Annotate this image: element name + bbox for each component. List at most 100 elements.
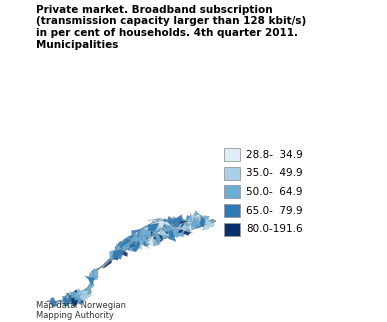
- Polygon shape: [170, 214, 183, 223]
- Polygon shape: [75, 293, 82, 300]
- Polygon shape: [147, 223, 159, 232]
- Polygon shape: [152, 223, 159, 235]
- Text: 35.0-  49.9: 35.0- 49.9: [246, 168, 303, 178]
- Polygon shape: [71, 294, 83, 301]
- Polygon shape: [77, 288, 87, 297]
- Text: 80.0-191.6: 80.0-191.6: [246, 224, 303, 234]
- Polygon shape: [180, 221, 188, 224]
- Polygon shape: [154, 231, 162, 245]
- Polygon shape: [117, 250, 128, 257]
- Polygon shape: [113, 249, 124, 259]
- Polygon shape: [154, 231, 163, 244]
- Polygon shape: [159, 226, 169, 235]
- Polygon shape: [115, 241, 125, 253]
- Text: 50.0-  64.9: 50.0- 64.9: [246, 187, 303, 197]
- Polygon shape: [194, 211, 203, 222]
- Polygon shape: [70, 298, 77, 305]
- Polygon shape: [138, 232, 149, 241]
- Polygon shape: [132, 229, 145, 240]
- Polygon shape: [155, 226, 161, 236]
- Polygon shape: [199, 218, 206, 228]
- Polygon shape: [194, 214, 203, 225]
- Polygon shape: [151, 221, 165, 230]
- Polygon shape: [130, 233, 140, 245]
- Polygon shape: [185, 216, 192, 231]
- Text: 28.8-  34.9: 28.8- 34.9: [246, 149, 303, 160]
- Polygon shape: [147, 220, 159, 228]
- Polygon shape: [170, 216, 181, 224]
- FancyBboxPatch shape: [224, 204, 240, 217]
- Polygon shape: [168, 230, 176, 242]
- Polygon shape: [189, 221, 192, 232]
- Polygon shape: [125, 243, 138, 249]
- Polygon shape: [62, 295, 69, 306]
- Polygon shape: [183, 231, 191, 236]
- Polygon shape: [69, 297, 79, 308]
- Polygon shape: [151, 226, 159, 239]
- Polygon shape: [79, 293, 91, 301]
- Polygon shape: [127, 240, 135, 247]
- Polygon shape: [190, 220, 199, 229]
- Polygon shape: [89, 272, 99, 278]
- FancyBboxPatch shape: [224, 185, 240, 198]
- Polygon shape: [166, 222, 179, 230]
- Polygon shape: [181, 223, 185, 237]
- Polygon shape: [190, 213, 192, 223]
- Polygon shape: [190, 217, 197, 228]
- Polygon shape: [137, 227, 149, 236]
- Polygon shape: [197, 222, 204, 227]
- Polygon shape: [152, 226, 158, 238]
- Polygon shape: [102, 260, 112, 268]
- Polygon shape: [179, 222, 185, 232]
- Polygon shape: [145, 226, 155, 232]
- Polygon shape: [141, 236, 147, 243]
- Polygon shape: [158, 223, 163, 231]
- Polygon shape: [171, 220, 177, 233]
- Polygon shape: [171, 223, 173, 229]
- Polygon shape: [157, 228, 170, 236]
- Polygon shape: [125, 241, 135, 250]
- Polygon shape: [157, 228, 164, 234]
- Polygon shape: [166, 226, 170, 237]
- Polygon shape: [179, 228, 187, 233]
- Text: Private market. Broadband subscription
(transmission capacity larger than 128 kb: Private market. Broadband subscription (…: [36, 5, 306, 50]
- Polygon shape: [140, 228, 151, 240]
- Polygon shape: [122, 239, 134, 249]
- Polygon shape: [111, 251, 121, 255]
- Polygon shape: [134, 232, 144, 242]
- Polygon shape: [148, 218, 161, 221]
- FancyBboxPatch shape: [224, 167, 240, 180]
- Polygon shape: [135, 229, 144, 241]
- Polygon shape: [156, 221, 166, 229]
- Polygon shape: [175, 217, 183, 227]
- Polygon shape: [69, 298, 75, 307]
- Polygon shape: [169, 228, 180, 234]
- Polygon shape: [167, 223, 171, 232]
- Polygon shape: [45, 215, 216, 303]
- Polygon shape: [139, 236, 142, 250]
- Polygon shape: [161, 219, 168, 227]
- Polygon shape: [171, 219, 178, 222]
- Polygon shape: [192, 221, 204, 226]
- Polygon shape: [123, 236, 134, 249]
- Polygon shape: [191, 220, 203, 228]
- Polygon shape: [137, 239, 149, 249]
- Polygon shape: [133, 233, 144, 245]
- Text: 65.0-  79.9: 65.0- 79.9: [246, 205, 303, 216]
- Polygon shape: [151, 223, 158, 226]
- Polygon shape: [66, 297, 77, 307]
- Polygon shape: [70, 292, 81, 304]
- Polygon shape: [163, 221, 171, 231]
- Polygon shape: [127, 233, 136, 240]
- Polygon shape: [177, 222, 184, 233]
- FancyBboxPatch shape: [224, 148, 240, 161]
- Polygon shape: [155, 222, 161, 228]
- Polygon shape: [111, 249, 118, 260]
- Polygon shape: [144, 242, 151, 246]
- Polygon shape: [87, 282, 94, 294]
- Polygon shape: [152, 222, 163, 231]
- Polygon shape: [194, 217, 201, 228]
- Polygon shape: [151, 231, 159, 241]
- Polygon shape: [149, 223, 156, 230]
- Polygon shape: [202, 216, 210, 225]
